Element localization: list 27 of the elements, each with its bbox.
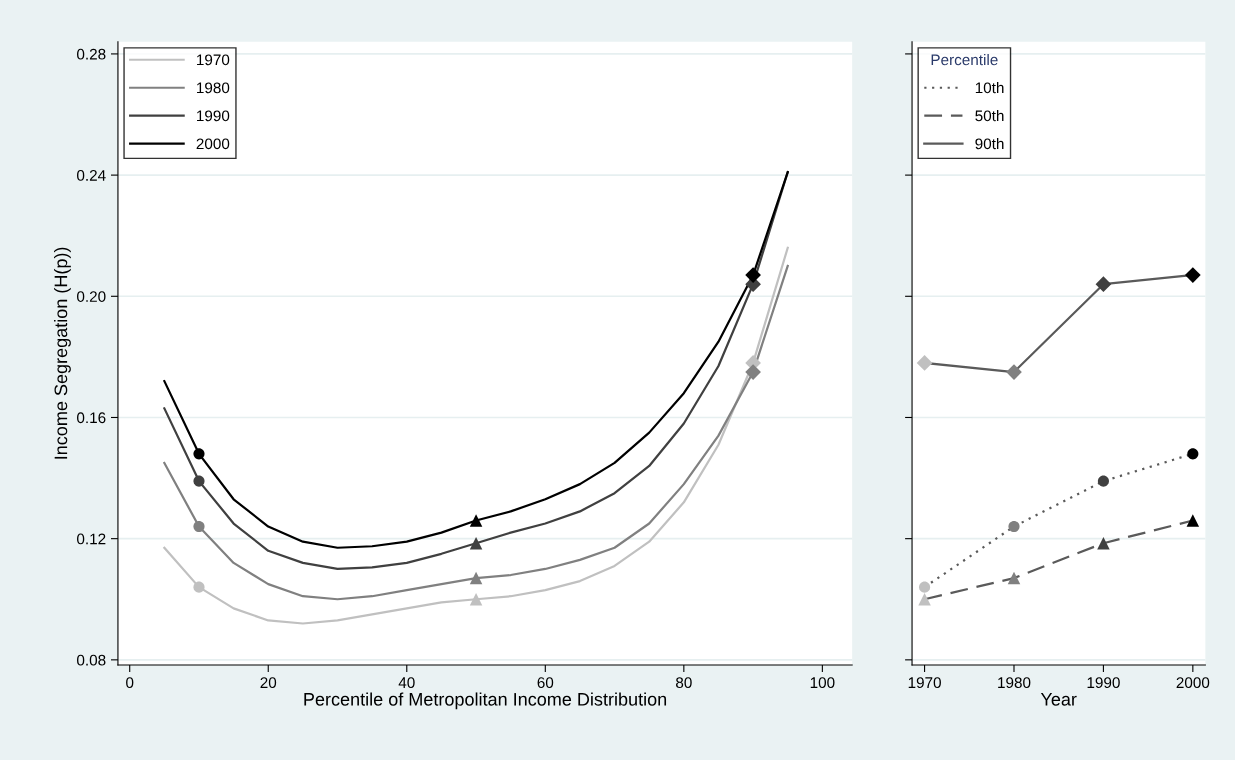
x-axis-title: Year [1040,693,1077,706]
x-tick-label: 1990 [1087,677,1120,689]
x-tick-label: 40 [398,677,415,689]
legend-title: Percentile [931,54,998,66]
legend-label: 10th [975,82,1004,94]
x-tick-label: 1980 [998,677,1031,689]
legend-label: 50th [975,110,1004,122]
legend-label: 1970 [197,54,230,66]
y-tick-label: 0.08 [77,654,106,666]
x-tick-label: 0 [126,677,134,689]
y-axis-title: Income Segregation (H(p)) [54,247,71,459]
y-tick-label: 0.12 [77,533,106,545]
y-tick-label: 0.20 [77,291,106,302]
legend-label: 1980 [197,82,230,94]
y-tick-label: 0.28 [77,48,106,60]
legend-label: 1990 [197,110,230,122]
legend-label: 90th [975,138,1004,150]
x-tick-label: 60 [537,677,554,689]
x-tick-label: 20 [260,677,277,689]
x-axis-title: Percentile of Metropolitan Income Distribution [304,692,667,710]
legend-label: 2000 [196,138,230,150]
x-tick-label: 100 [810,677,835,689]
x-tick-label: 80 [676,677,692,689]
x-tick-label: 1970 [908,677,941,689]
y-tick-label: 0.24 [77,169,106,181]
x-tick-label: 2000 [1176,677,1210,689]
y-tick-label: 0.16 [77,412,106,424]
